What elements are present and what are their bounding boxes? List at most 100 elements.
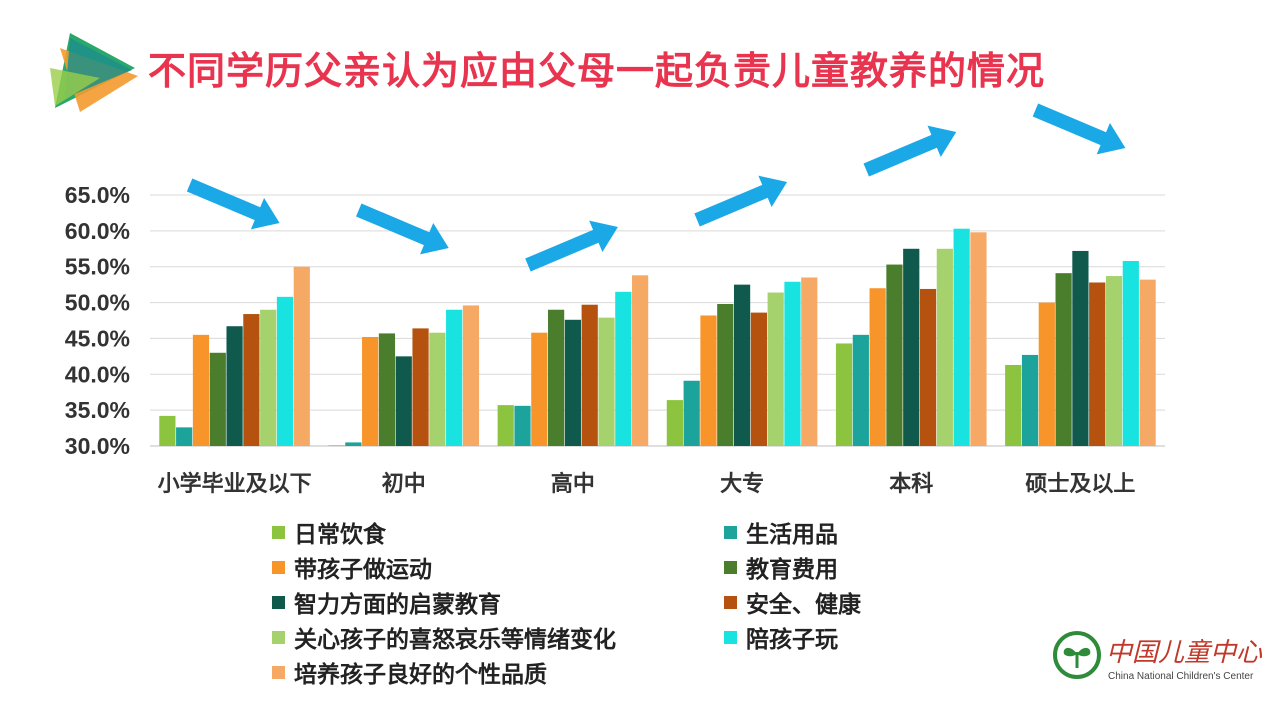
- bar: [767, 292, 784, 446]
- legend-swatch: [272, 595, 285, 609]
- legend-label: 安全、健康: [746, 592, 861, 618]
- x-tick-label: 初中: [382, 471, 426, 497]
- bar: [886, 264, 903, 446]
- x-tick-label: 小学毕业及以下: [158, 471, 312, 497]
- trend-arrow-icon: [1032, 103, 1126, 155]
- legend-swatch: [272, 665, 285, 679]
- bar: [1038, 302, 1055, 446]
- legend-label: 日常饮食: [294, 522, 386, 548]
- bar: [700, 315, 717, 446]
- trend-arrow-icon: [694, 175, 788, 227]
- bar: [919, 288, 937, 446]
- bar: [159, 415, 176, 446]
- bar: [362, 336, 379, 446]
- legend-item: 陪孩子玩: [724, 620, 838, 654]
- bar: [1105, 276, 1123, 446]
- bar: [683, 380, 700, 446]
- legend-item: 安全、健康: [724, 585, 861, 619]
- x-tick-label: 本科: [889, 472, 933, 497]
- bar: [412, 328, 429, 446]
- trend-arrow-icon: [525, 220, 618, 272]
- bar: [801, 277, 818, 446]
- bar: [970, 232, 987, 446]
- bar: [750, 312, 767, 446]
- y-tick-label: 55.0%: [65, 254, 130, 280]
- legend-item: 智力方面的启蒙教育: [272, 585, 501, 619]
- trend-arrow-icon: [186, 178, 280, 230]
- legend-swatch: [724, 525, 737, 539]
- legend-swatch: [272, 525, 285, 539]
- bar: [462, 305, 480, 446]
- bar: [598, 317, 615, 446]
- bar: [260, 309, 277, 446]
- bar: [531, 332, 548, 446]
- bar: [497, 405, 514, 446]
- bar: [936, 248, 953, 446]
- bar: [1072, 250, 1089, 446]
- legend-swatch: [724, 595, 737, 609]
- trend-arrow-shape: [694, 175, 788, 227]
- legend-item: 教育费用: [724, 550, 838, 584]
- legend-label: 智力方面的启蒙教育: [294, 592, 501, 618]
- bar: [176, 427, 193, 446]
- legend-swatch: [272, 630, 285, 644]
- trend-arrow-shape: [186, 178, 280, 230]
- logo-decoration: [50, 33, 138, 112]
- legend-label: 教育费用: [746, 557, 838, 583]
- y-tick-label: 50.0%: [65, 290, 130, 316]
- x-tick-label: 高中: [551, 471, 595, 497]
- bar: [1021, 354, 1039, 446]
- page-title: 不同学历父亲认为应由父母一起负责儿童教养的情况: [148, 49, 1046, 93]
- bar: [1055, 273, 1072, 446]
- bar: [192, 334, 210, 446]
- bar: [209, 352, 226, 446]
- y-tick-label: 40.0%: [65, 361, 130, 387]
- bar: [1089, 282, 1106, 446]
- trend-arrow-shape: [1032, 103, 1126, 155]
- bar: [395, 356, 412, 446]
- legend-item: 日常饮食: [272, 515, 386, 549]
- bar: [784, 281, 801, 446]
- y-tick-label: 60.0%: [65, 218, 130, 244]
- bar: [429, 332, 446, 446]
- bar: [953, 228, 970, 446]
- bar: [1139, 279, 1156, 446]
- bar: [869, 288, 886, 446]
- bar: [666, 400, 683, 446]
- bar: [276, 296, 294, 446]
- trend-arrow-shape: [356, 203, 449, 255]
- x-tick-label: 硕士及以上: [1025, 472, 1135, 497]
- legend-item: 关心孩子的喜怒哀乐等情绪变化: [272, 620, 616, 654]
- x-tick-label: 大专: [720, 471, 764, 497]
- children-center-logo-icon: [1053, 631, 1101, 679]
- legend-item: 培养孩子良好的个性品质: [272, 655, 547, 689]
- trend-arrow-icon: [863, 125, 957, 177]
- legend-item: 带孩子做运动: [272, 550, 432, 584]
- y-tick-label: 45.0%: [65, 325, 130, 351]
- legend-label: 陪孩子玩: [746, 627, 838, 653]
- legend-swatch: [724, 630, 737, 644]
- bar: [1122, 260, 1139, 446]
- legend-label: 培养孩子良好的个性品质: [294, 662, 547, 688]
- bar: [903, 248, 920, 446]
- trend-arrow-icon: [356, 203, 449, 255]
- bar: [564, 319, 582, 446]
- bar: [226, 326, 243, 446]
- bar: [293, 266, 310, 446]
- bar: [514, 405, 531, 446]
- bar: [632, 275, 649, 446]
- y-tick-label: 30.0%: [65, 433, 130, 459]
- legend-swatch: [724, 560, 737, 574]
- bar: [1005, 364, 1022, 446]
- logo-name-cn: 中国儿童中心: [1106, 638, 1263, 668]
- bar: [378, 333, 396, 446]
- bar: [243, 314, 260, 446]
- bar: [733, 284, 751, 446]
- y-tick-label: 35.0%: [65, 397, 130, 423]
- bar: [581, 304, 598, 446]
- bar: [328, 445, 345, 446]
- bar: [615, 291, 632, 446]
- legend-label: 带孩子做运动: [294, 557, 432, 583]
- bar: [548, 309, 565, 446]
